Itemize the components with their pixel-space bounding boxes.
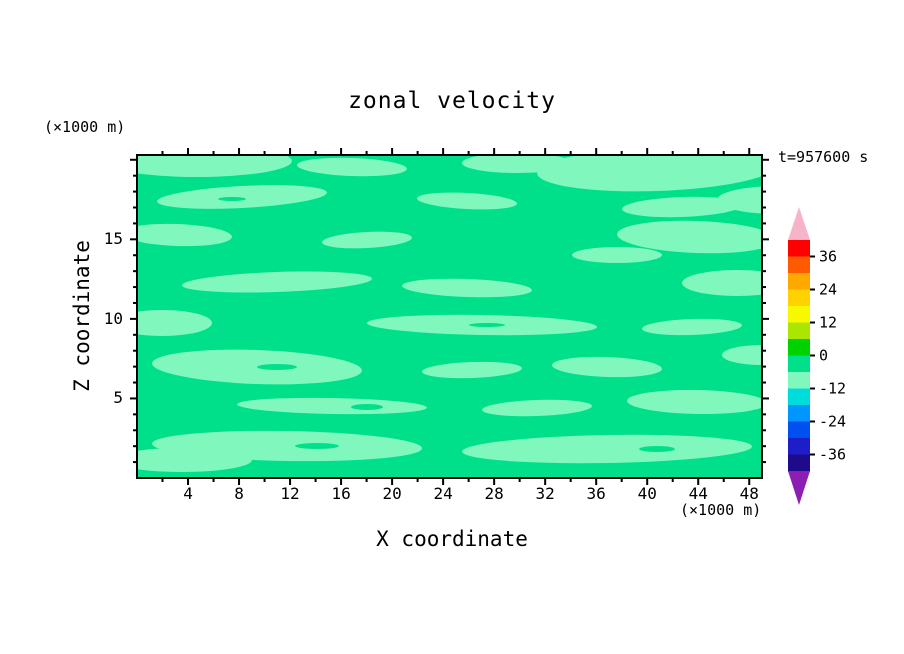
y-tick-label: 15: [103, 229, 123, 249]
x-tick-label: 44: [688, 484, 708, 503]
colorbar-label: -36: [819, 446, 846, 464]
colorbar-segment: [788, 421, 810, 439]
x-tick-label: 32: [535, 484, 555, 503]
x-tick-label: 36: [586, 484, 606, 503]
colorbar-segment: [788, 322, 810, 340]
x-tick-label: 16: [331, 484, 351, 503]
colorbar-segment: [788, 438, 810, 456]
x-tick-label: 24: [433, 484, 453, 503]
x-tick-label: 20: [382, 484, 402, 503]
colorbar-segment: [788, 306, 810, 324]
colorbar-arrow-bottom: [788, 471, 810, 505]
x-axis-units: (×1000 m): [680, 501, 762, 519]
colorbar-label: -12: [819, 380, 846, 398]
x-tick-label: 8: [234, 484, 244, 503]
plot-title: zonal velocity: [348, 88, 556, 114]
colorbar-segment: [788, 256, 810, 274]
y-axis-units: (×1000 m): [44, 118, 126, 136]
x-axis-label: X coordinate: [376, 527, 528, 551]
colorbar-label: 24: [819, 281, 837, 299]
colorbar-arrow-top: [788, 207, 810, 240]
x-tick-label: 40: [637, 484, 657, 503]
colorbar-label: 0: [819, 347, 828, 365]
colorbar-label: 36: [819, 248, 837, 266]
colorbar: 36 24 12 0 -12 -24 -36: [788, 207, 846, 505]
colorbar-label: 12: [819, 314, 837, 332]
y-tick-label: 5: [113, 388, 123, 408]
colorbar-segment: [788, 405, 810, 423]
colorbar-segment: [788, 454, 810, 472]
x-tick-label: 48: [739, 484, 759, 503]
colorbar-segment: [788, 388, 810, 406]
x-tick-label: 4: [183, 484, 193, 503]
x-tick-label: 12: [280, 484, 300, 503]
time-label: t=957600 s: [778, 148, 869, 166]
colorbar-segment: [788, 372, 810, 390]
colorbar-label: -24: [819, 413, 846, 431]
colorbar-segment: [788, 289, 810, 307]
colorbar-segment: [788, 240, 810, 258]
colorbar-segment: [788, 355, 810, 373]
colorbar-segment: [788, 273, 810, 291]
contour-plot: [130, 148, 769, 485]
x-tick-label: 28: [484, 484, 504, 503]
colorbar-segment: [788, 339, 810, 357]
y-tick-label: 10: [103, 308, 123, 328]
